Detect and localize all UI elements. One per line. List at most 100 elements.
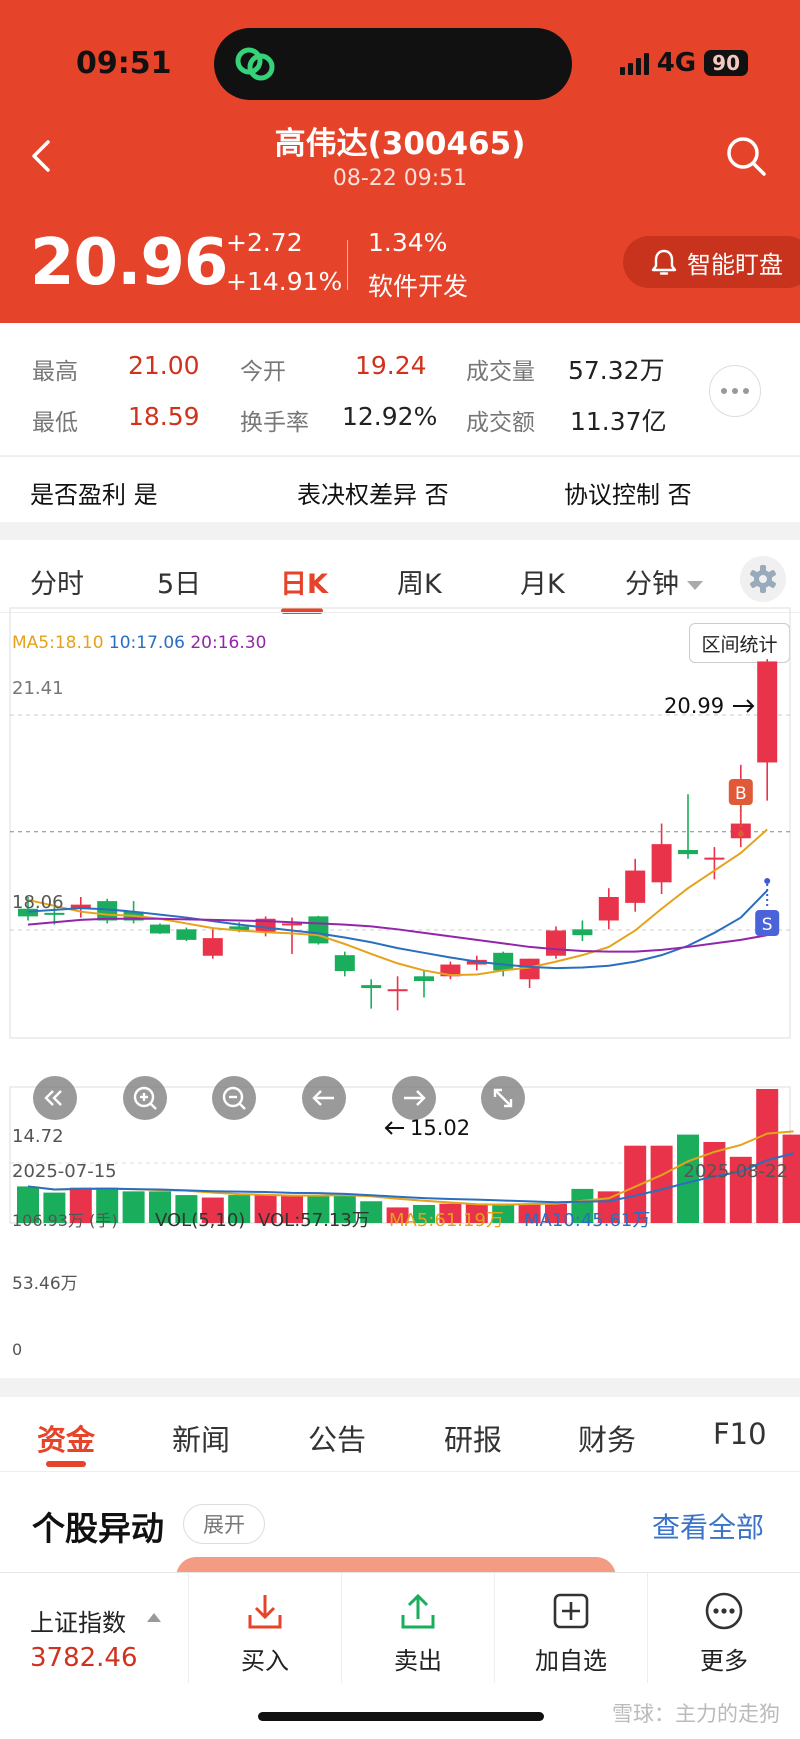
tab-weekly-k[interactable]: 周K [397, 569, 442, 600]
candle-body [361, 985, 382, 989]
volume-bar [175, 1195, 198, 1223]
x-axis-start-label: 2025-07-15 [12, 1161, 117, 1182]
company-flags: 是否盈利 是 表决权差异 否 协议控制 否 [0, 456, 800, 522]
tab-announcements[interactable]: 公告 [308, 1423, 367, 1457]
volume-bar [43, 1192, 66, 1223]
open-value: 19.24 [355, 351, 427, 380]
ma5-value: MA5:18.10 [12, 633, 104, 653]
volume-bar [122, 1191, 145, 1223]
min-price-marker: 15.02 [410, 1116, 470, 1140]
diag [494, 1089, 512, 1107]
chevron [44, 1090, 54, 1106]
fullscreen-icon[interactable] [481, 1076, 525, 1120]
candle-body [572, 929, 593, 936]
candle-body [625, 870, 646, 903]
volume-bar [96, 1187, 119, 1223]
vol-ma10-line [27, 1152, 794, 1204]
sell-marker: S [762, 915, 773, 935]
index-name[interactable]: 上证指数 [30, 1609, 126, 1637]
volume-bar [545, 1203, 567, 1223]
tab-minute[interactable]: 分钟 [625, 562, 703, 601]
buy-button[interactable]: 买入 [188, 1591, 342, 1676]
high-label: 最高 [32, 359, 78, 385]
sell-button[interactable]: 卖出 [341, 1591, 495, 1676]
volume-bar [465, 1203, 488, 1223]
tab-divider [0, 612, 800, 613]
divider [341, 1573, 342, 1683]
rewind-icon[interactable] [33, 1076, 77, 1120]
price-change: +2.72 [226, 228, 303, 257]
candle-body [150, 924, 170, 934]
tab-daily-k[interactable]: 日K [280, 569, 328, 600]
flag-vie: 协议控制 否 [564, 481, 692, 509]
handle [150, 1103, 157, 1110]
more-label: 更多 [700, 1647, 748, 1675]
candle-body [18, 908, 38, 917]
tab-funds[interactable]: 资金 [37, 1423, 96, 1457]
candle-body [757, 661, 778, 763]
sector-change-pct[interactable]: 1.34% [368, 228, 448, 257]
flag-voting-rights: 表决权差异 否 [297, 481, 449, 509]
volume-bar [201, 1197, 224, 1223]
more-button[interactable]: 更多 [647, 1591, 800, 1676]
ma-legend: MA5:18.10 10:17.06 20:16.30 [12, 633, 266, 653]
vol-ma5-value: MA5:61.19万 [389, 1210, 504, 1231]
volume-bar [228, 1195, 251, 1223]
x-axis-end-label: 2025-08-22 [683, 1161, 788, 1182]
quote-grid: 最高 21.00 今开 19.24 成交量 57.32万 最低 18.59 换手… [0, 323, 800, 455]
expand-button[interactable]: 展开 [183, 1504, 265, 1544]
divider [188, 1573, 189, 1683]
candle-body [598, 897, 619, 921]
vol-zero-label: 0 [12, 1340, 22, 1359]
more-quote-button[interactable] [709, 365, 761, 417]
gear-icon[interactable] [740, 556, 786, 602]
corner [493, 1088, 502, 1097]
divider [347, 240, 348, 290]
tab-research[interactable]: 研报 [444, 1423, 503, 1457]
vol-top-label: 106.93万 (手) [12, 1211, 118, 1230]
vol-legend: VOL(5,10) [155, 1210, 245, 1231]
tab-news[interactable]: 新闻 [172, 1423, 231, 1457]
candle-body [678, 850, 698, 855]
pan-right-icon[interactable] [392, 1076, 436, 1120]
signal-icon [619, 51, 649, 75]
lens [222, 1086, 244, 1108]
sector-name[interactable]: 软件开发 [368, 272, 469, 301]
search-icon[interactable] [724, 134, 768, 178]
buy-icon [248, 1595, 282, 1629]
open-label: 今开 [240, 359, 286, 385]
candle-body [414, 976, 434, 982]
add-watchlist-button[interactable]: 加自选 [494, 1591, 648, 1676]
volume-bar [518, 1203, 541, 1223]
low-label: 最低 [32, 410, 78, 436]
candle-body [493, 952, 514, 971]
ma10-line [27, 889, 768, 970]
zoom-out-icon[interactable] [212, 1076, 256, 1120]
min-arrow-head [384, 1121, 393, 1135]
buy-label: 买入 [241, 1647, 289, 1675]
see-all-link[interactable]: 查看全部 [651, 1511, 764, 1544]
volume-bar [254, 1195, 277, 1223]
pan-left-icon[interactable] [302, 1076, 346, 1120]
tab-f10[interactable]: F10 [713, 1417, 767, 1451]
stock-title: 高伟达(300465) [274, 126, 526, 162]
battery-icon: 90 [704, 50, 748, 76]
index-value[interactable]: 3782.46 [30, 1643, 138, 1673]
candle-body [519, 958, 540, 980]
ma20-value: 20:16.30 [190, 633, 267, 653]
tab-5day[interactable]: 5日 [157, 569, 202, 600]
smart-watch-button[interactable]: 智能盯盘 [623, 236, 800, 288]
buy-marker-dot [737, 831, 744, 837]
back-icon[interactable] [26, 136, 58, 176]
tab-monthly-k[interactable]: 月K [520, 569, 565, 600]
head [416, 1090, 426, 1106]
candle-body [44, 912, 65, 915]
volume-bar [703, 1141, 726, 1223]
tab-timeshare[interactable]: 分时 [30, 569, 84, 600]
kline-chart[interactable]: B S 21.41 18.06 14.72 2025-07-15 2025-08-… [0, 540, 800, 1378]
volume-bar [439, 1203, 462, 1223]
handle [239, 1103, 246, 1110]
tab-financials[interactable]: 财务 [578, 1423, 637, 1457]
bell-icon [651, 249, 677, 275]
zoom-in-icon[interactable] [123, 1076, 167, 1120]
